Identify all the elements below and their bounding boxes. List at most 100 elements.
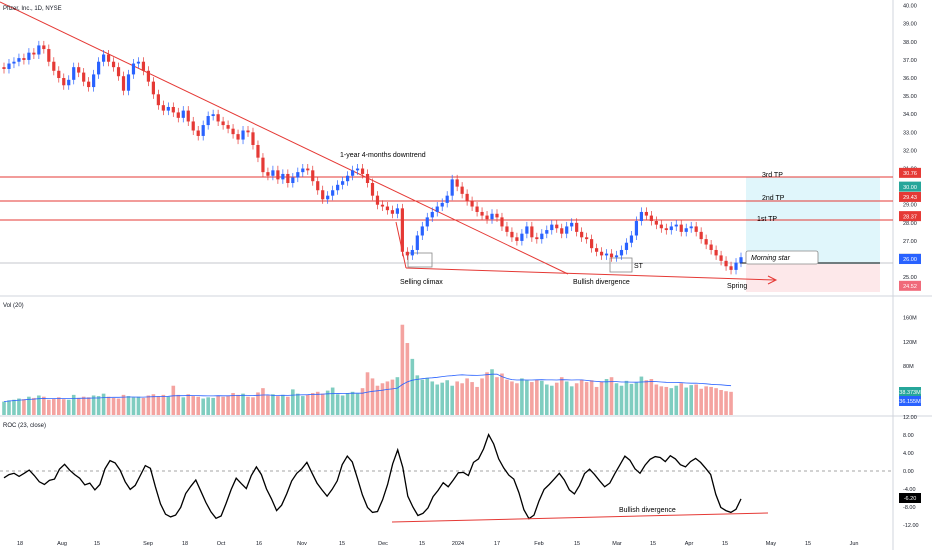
volume-bar <box>96 396 101 415</box>
price-tick-label: 33.00 <box>903 130 917 136</box>
volume-bar <box>310 393 315 415</box>
volume-bar <box>12 399 16 415</box>
roc-tick-label: 12.00 <box>903 415 917 421</box>
volume-bar <box>350 391 355 415</box>
candle-body <box>256 144 260 158</box>
candle-body <box>181 110 185 118</box>
price-tick-label: 29.00 <box>903 203 917 209</box>
candle-body <box>296 172 300 178</box>
candle-body <box>7 63 11 69</box>
time-axis: 18 Aug 15 Sep 18 Oct 16 Nov 15 Dec 15 2024 17 Feb 15 Ma… <box>17 541 859 547</box>
volume-bar <box>42 396 46 415</box>
value-badge-label: 29.43 <box>903 195 917 201</box>
volume-bar <box>644 380 649 415</box>
roc-line <box>3 432 742 520</box>
candle-body <box>380 204 385 207</box>
volume-bar <box>66 399 71 415</box>
volume-bar <box>480 378 484 415</box>
candle-body <box>206 116 210 126</box>
volume-bar <box>271 394 275 415</box>
volume-axis: 160M120M80M40M <box>903 315 917 394</box>
downtrend-line <box>0 1 569 275</box>
candle-body <box>390 210 395 214</box>
candle-body <box>211 114 215 117</box>
candle-body <box>455 179 459 187</box>
candle-body <box>395 208 399 214</box>
candle-body <box>594 248 599 252</box>
candle-body <box>42 45 46 50</box>
value-badge-label: 28.37 <box>903 214 917 220</box>
candle-body <box>375 195 380 205</box>
candle-body <box>261 157 265 173</box>
candle-body <box>196 130 200 136</box>
candle-body <box>161 105 165 111</box>
roc-divergence-line <box>391 512 769 523</box>
volume-bar <box>425 377 430 415</box>
candle-body <box>540 233 544 240</box>
price-tick-label: 34.00 <box>903 112 917 118</box>
volume-bar <box>634 382 639 415</box>
volume-bar <box>445 380 449 415</box>
time-tick-label: Sep <box>143 541 153 547</box>
candle-body <box>470 201 474 207</box>
volume-bar <box>385 381 390 415</box>
candle-body <box>306 168 310 171</box>
volume-bar <box>186 394 191 415</box>
volume-bar <box>211 397 215 415</box>
volume-bar <box>699 388 703 415</box>
volume-bar <box>360 388 365 415</box>
volume-bar <box>201 398 205 415</box>
volume-bar <box>410 358 415 415</box>
volume-bar <box>574 383 579 415</box>
roc-pane-title: ROC (23, close) <box>3 423 46 429</box>
volume-bar <box>106 396 111 415</box>
volume-bar <box>355 393 360 415</box>
volume-bar <box>470 382 474 415</box>
volume-bar <box>629 383 634 415</box>
time-tick-label: 15 <box>722 541 728 547</box>
candle-body <box>126 74 131 91</box>
volume-bar <box>639 376 644 415</box>
candle-body <box>664 228 668 231</box>
roc-tick-label: -12.00 <box>903 523 919 529</box>
candle-body <box>440 202 444 207</box>
value-badge <box>899 181 921 192</box>
volume-ma-line <box>3 373 732 402</box>
candle-body <box>97 61 101 75</box>
candle-body <box>525 226 529 234</box>
candle-body <box>37 45 41 55</box>
volume-bar <box>664 386 669 415</box>
candle-body <box>530 226 534 238</box>
candle-body <box>694 226 698 232</box>
volume-bar <box>141 397 146 415</box>
candle-body <box>141 61 146 71</box>
volume-bar <box>131 397 136 415</box>
volume-bar <box>176 394 181 415</box>
volume-bar <box>510 381 514 415</box>
volume-bar <box>101 393 106 415</box>
candle-body <box>550 224 554 231</box>
candle-body <box>410 249 414 256</box>
volume-bar <box>569 386 574 415</box>
candle-body <box>331 190 335 196</box>
volume-bar <box>729 391 733 415</box>
volume-bar <box>515 383 519 415</box>
st-box <box>609 257 633 273</box>
price-tick-label: 39.00 <box>903 22 917 28</box>
volume-bar <box>674 385 679 415</box>
candle-body <box>341 181 345 185</box>
volume-bar <box>624 380 629 415</box>
morning-star-label: Morning star <box>751 255 791 262</box>
price-tick-label: 35.00 <box>903 94 917 100</box>
volume-bar <box>276 396 280 415</box>
volume-bar <box>7 400 11 415</box>
volume-bar <box>614 383 619 415</box>
candle-body <box>385 206 390 211</box>
candles-group <box>2 40 743 275</box>
volume-bar <box>315 391 320 415</box>
candle-body <box>634 221 639 236</box>
price-axis: 40.00 39.00 38.00 37.00 36.00 35.00 34.00 33.00… <box>903 4 917 281</box>
volume-bar <box>56 397 61 415</box>
volume-bar <box>649 379 654 415</box>
candle-body <box>724 260 728 267</box>
